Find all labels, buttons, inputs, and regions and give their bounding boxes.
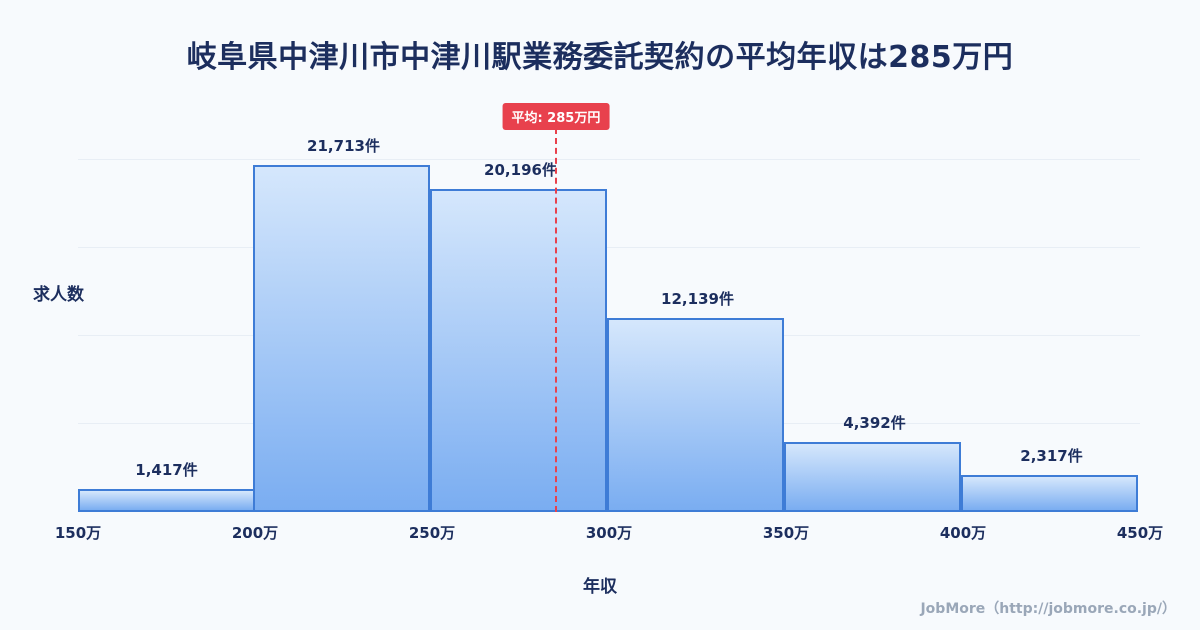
mean-badge: 平均: 285万円 bbox=[502, 103, 610, 130]
bar-value-label: 1,417件 bbox=[135, 461, 198, 479]
bar-value-label: 12,139件 bbox=[661, 290, 734, 308]
mean-line bbox=[554, 128, 557, 512]
bar-value-label: 4,392件 bbox=[843, 414, 906, 432]
gridline bbox=[78, 159, 1140, 160]
brand-footer: JobMore（http://jobmore.co.jp/） bbox=[920, 601, 1176, 617]
x-tick-150万: 150万 bbox=[54, 524, 102, 542]
x-tick-400万: 400万 bbox=[939, 524, 987, 542]
bar-400万-to-450万 bbox=[961, 475, 1138, 512]
bar-value-label: 20,196件 bbox=[484, 161, 557, 179]
x-tick-350万: 350万 bbox=[762, 524, 810, 542]
page-title: 岐阜県中津川市中津川駅業務委託契約の平均年収は285万円 bbox=[186, 40, 1014, 75]
x-tick-450万: 450万 bbox=[1116, 524, 1164, 542]
bar-value-label: 21,713件 bbox=[307, 137, 380, 155]
x-axis-label: 年収 bbox=[583, 577, 617, 597]
gridline bbox=[78, 247, 1140, 248]
x-tick-200万: 200万 bbox=[231, 524, 279, 542]
bar-250万-to-300万 bbox=[430, 189, 607, 512]
bar-150万-to-200万 bbox=[78, 489, 255, 512]
plot-area: 1,417件 21,713件 20,196件 12,139件 4,392件 2,317件 bbox=[78, 137, 1140, 512]
x-tick-300万: 300万 bbox=[585, 524, 633, 542]
bar-value-label: 2,317件 bbox=[1020, 447, 1083, 465]
x-axis-ticks: 150万 200万 250万 300万 350万 400万 450万 bbox=[0, 522, 1200, 544]
y-axis-label: 求人数 bbox=[33, 285, 84, 305]
bar-300万-to-350万 bbox=[607, 318, 784, 512]
bar-350万-to-400万 bbox=[784, 442, 961, 512]
x-tick-250万: 250万 bbox=[408, 524, 456, 542]
bar-200万-to-250万 bbox=[253, 165, 430, 512]
